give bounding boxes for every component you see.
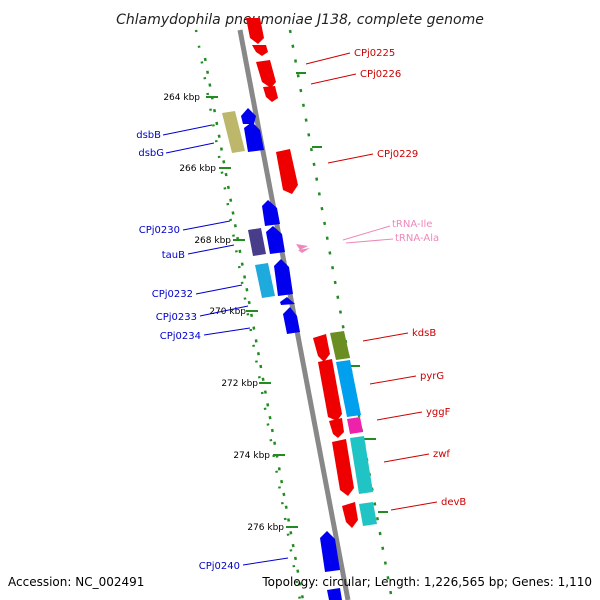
scale-label: 268 kbp <box>194 236 231 246</box>
gene-label-tauB[interactable]: tauB <box>162 250 185 261</box>
leader-line-CPj0229 <box>327 153 374 164</box>
gene-label-yggF[interactable]: yggF <box>426 407 451 418</box>
leader-line-devB <box>390 501 438 511</box>
gene-label-devB[interactable]: devB <box>441 497 466 508</box>
gene-label-tRNA-Ile[interactable]: tRNA-Ile <box>392 219 432 230</box>
gene-CPj0241-arrow <box>327 588 342 600</box>
gene-tauB-arrow <box>266 226 285 254</box>
gene-zwf-arrow <box>332 439 354 496</box>
gene-CPj0240-arrow <box>320 531 340 572</box>
gene-label-tRNA-Ala[interactable]: tRNA-Ala <box>395 233 439 244</box>
trna-labels: tRNA-Ile tRNA-Ala <box>392 219 439 244</box>
gene-pyrG-arrow <box>318 359 342 421</box>
scale-label: 264 kbp <box>163 93 200 103</box>
leader-line-tauB <box>187 244 235 255</box>
category-bar-tauB <box>248 228 266 256</box>
leader-line-CPj0226 <box>310 73 357 85</box>
topology-text: Topology: circular; Length: 1,226,565 bp… <box>261 575 592 589</box>
leader-line-dsbB <box>162 124 213 136</box>
category-bar-pyrG <box>336 360 361 417</box>
gene-CPj0234-arrow <box>283 307 300 334</box>
gene-label-CPj0240[interactable]: CPj0240 <box>199 561 240 572</box>
gene-tRNA-Ile-arrow <box>296 244 308 250</box>
category-bar-CPj0232 <box>255 263 275 298</box>
category-bar-devB <box>359 502 377 526</box>
leader-line-dsbG <box>165 142 215 154</box>
left-tick-track <box>203 57 305 600</box>
gene-CPj0227-arrow <box>263 86 278 102</box>
gene-CPj0226-arrow <box>256 60 276 88</box>
leader-line-CPj0240 <box>242 557 289 566</box>
gene-label-CPj0230[interactable]: CPj0230 <box>139 225 180 236</box>
leader-line-CPj0225 <box>305 52 351 65</box>
gene-label-dsbG[interactable]: dsbG <box>138 148 164 159</box>
gene-label-zwf[interactable]: zwf <box>433 449 450 460</box>
gene-label-CPj0226[interactable]: CPj0226 <box>360 69 401 80</box>
leader-line-tRNA-Ile <box>342 225 391 241</box>
left-gene-labels: dsbB dsbG CPj0230 tauB CPj0232 CPj0233 C… <box>136 130 240 572</box>
leader-line-kdsB <box>362 332 409 342</box>
gene-label-CPj0234[interactable]: CPj0234 <box>160 331 201 342</box>
map-title: Chlamydophila pneumoniae J138, complete … <box>116 12 484 28</box>
category-bar-kdsB <box>330 331 350 360</box>
leader-lines-left <box>162 124 289 566</box>
gene-CPj0233-arrow <box>280 297 295 305</box>
gene-tRNA-Ala-arrow <box>298 248 310 253</box>
scale-label: 270 kbp <box>209 307 246 317</box>
category-bar-zwf <box>350 436 373 494</box>
leader-line-CPj0232 <box>195 284 243 295</box>
leader-lines-trna <box>342 225 394 244</box>
right-gene-labels: CPj0225 CPj0226 CPj0229 kdsB pyrG yggF z… <box>354 48 466 508</box>
leader-line-yggF <box>376 411 423 421</box>
leader-line-zwf <box>383 453 430 463</box>
leader-line-pyrG <box>369 375 417 385</box>
gene-CPj0232-arrow <box>274 259 293 296</box>
scale-label: 274 kbp <box>233 451 270 461</box>
leader-line-CPj0234 <box>203 327 251 336</box>
gene-kdsB-arrow <box>313 334 330 362</box>
gene-dsbB-arrow <box>241 108 256 124</box>
outer-left-tick-track <box>194 29 302 600</box>
gene-label-kdsB[interactable]: kdsB <box>412 328 436 339</box>
gene-label-CPj0225[interactable]: CPj0225 <box>354 48 395 59</box>
accession-text: Accession: NC_002491 <box>8 575 144 589</box>
scale-label: 272 kbp <box>221 379 258 389</box>
category-bar-dsbB-dsbG <box>222 111 245 153</box>
gene-CPj0230-arrow <box>262 200 280 226</box>
scale-label: 266 kbp <box>179 164 216 174</box>
reverse-strand-genes <box>241 108 342 600</box>
forward-strand-genes <box>246 18 358 528</box>
leader-line-CPj0233 <box>199 305 249 317</box>
gene-yggF-arrow <box>329 418 344 438</box>
category-bar-yggF <box>347 417 363 434</box>
leader-line-CPj0230 <box>182 220 231 231</box>
tick-tracks <box>194 29 394 600</box>
gene-label-dsbB[interactable]: dsbB <box>136 130 161 141</box>
right-tick-track <box>288 29 394 600</box>
gene-label-pyrG[interactable]: pyrG <box>420 371 444 382</box>
gene-label-CPj0229[interactable]: CPj0229 <box>377 149 418 160</box>
gene-CPj0224-arrow <box>246 18 264 44</box>
gene-dsbG-arrow <box>244 122 264 152</box>
gene-devB-arrow <box>342 502 358 528</box>
gene-CPj0229-arrow <box>276 149 298 194</box>
gene-label-CPj0233[interactable]: CPj0233 <box>156 312 197 323</box>
leader-line-tRNA-Ala <box>345 238 394 244</box>
category-bars <box>222 111 377 526</box>
leader-lines-right <box>305 52 438 511</box>
scale-label: 276 kbp <box>247 523 284 533</box>
gene-CPj0225-arrow <box>252 45 268 56</box>
gene-label-CPj0232[interactable]: CPj0232 <box>152 289 193 300</box>
